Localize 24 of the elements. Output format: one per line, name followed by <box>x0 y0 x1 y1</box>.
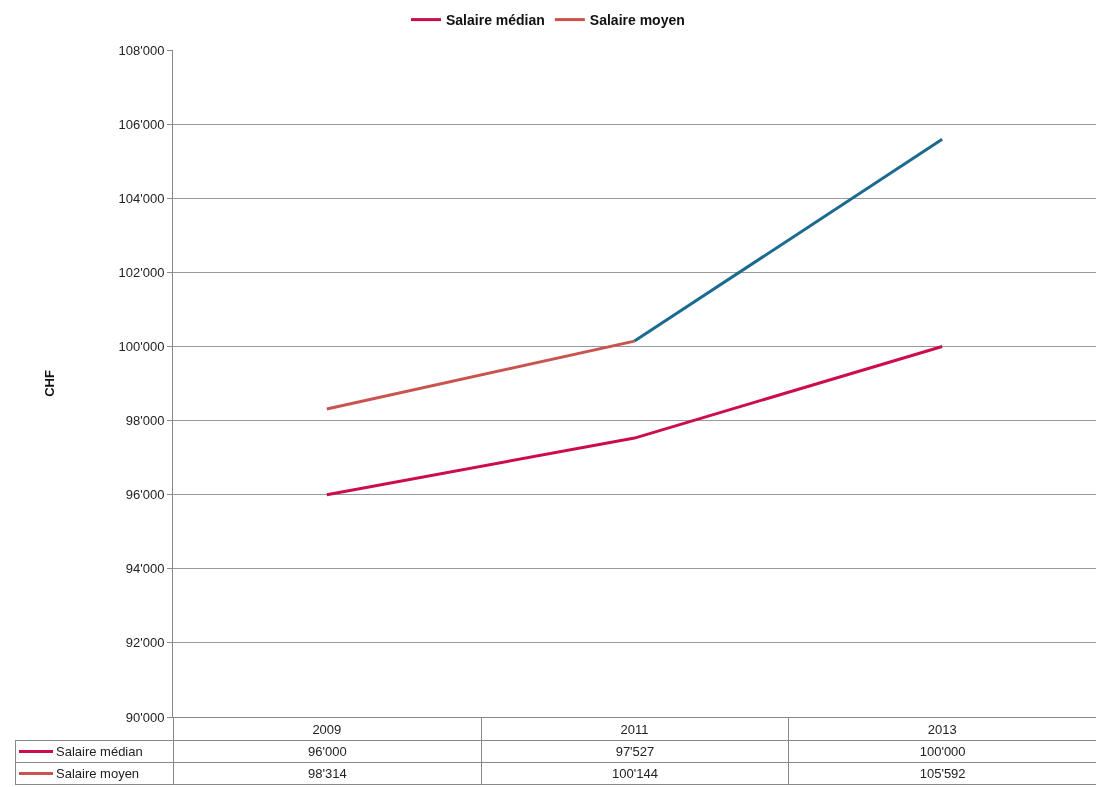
data-label: 98'314 <box>173 762 482 784</box>
y-axis-title: CHF <box>42 370 58 397</box>
y-tick-label: 102'000 <box>118 264 165 280</box>
text: Salaire médian <box>56 743 143 759</box>
x-tick-label: 2013 <box>927 721 957 737</box>
text: 105'592 <box>919 765 966 781</box>
legend-label: Salaire médian <box>446 12 545 29</box>
data-label: 100'000 <box>788 740 1096 762</box>
data-label: 96'000 <box>173 740 482 762</box>
y-tick-label: 90'000 <box>125 709 165 725</box>
y-tick-label: 96'000 <box>125 487 165 503</box>
text: Salaire moyen <box>56 765 140 781</box>
x-tick-label: 2009 <box>312 721 342 737</box>
y-tick-label: 104'000 <box>118 190 165 206</box>
data-label: 97'527 <box>481 740 789 762</box>
data-label: 100'144 <box>481 762 789 784</box>
y-tick-label: 92'000 <box>125 635 165 651</box>
y-tick-label: 98'000 <box>125 413 165 429</box>
x-tick-label: 2011 <box>620 721 649 737</box>
legend-label: Salaire moyen <box>589 12 685 29</box>
y-tick-label: 94'000 <box>125 561 165 577</box>
y-tick-label: 100'000 <box>118 338 165 354</box>
y-tick-label: 106'000 <box>118 116 165 132</box>
y-tick-label: 108'000 <box>118 42 165 58</box>
